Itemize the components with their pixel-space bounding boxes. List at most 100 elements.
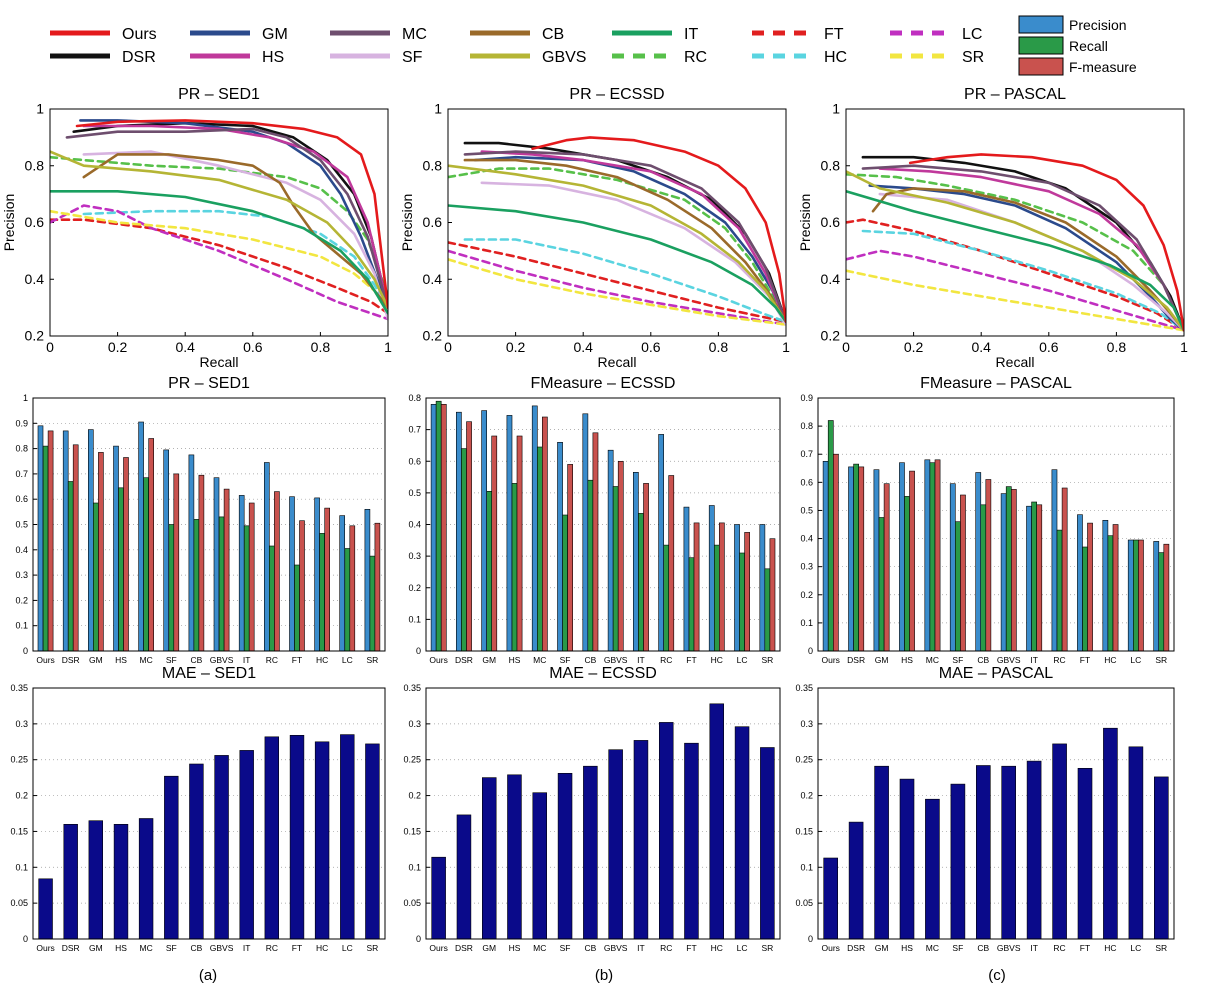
bar-precision-lc [734, 524, 740, 652]
x-tick-label: 0 [842, 339, 850, 355]
x-tick-label: FT [292, 943, 302, 953]
bar-precision-sf [557, 441, 563, 652]
chart-title: FMeasure – ECSSD [531, 375, 676, 392]
y-tick-label: 0.2 [408, 791, 421, 801]
bar-f-measure-dsr [466, 421, 472, 652]
series-line-it [448, 204, 786, 324]
bar-recall-ft [294, 564, 300, 652]
x-tick-label: 0.6 [641, 339, 661, 355]
legend-label-sf: SF [402, 49, 423, 66]
bar-f-measure-gm [98, 452, 104, 652]
bar-precision-sr [1153, 541, 1160, 652]
y-tick-label: 0.1 [15, 862, 28, 872]
legend-item-sr: SR [890, 49, 984, 66]
y-tick-label: 0.5 [408, 488, 421, 498]
y-tick-label: 0.1 [15, 621, 28, 631]
legend-label-hc: HC [824, 49, 847, 66]
legend-item-recall: Recall [1018, 36, 1108, 55]
bar-f-measure-sf [960, 494, 966, 652]
bar-f-measure-gm [491, 435, 498, 652]
x-tick-label: RC [266, 655, 278, 665]
x-tick-label: FT [686, 655, 696, 665]
y-tick-label: 1 [36, 101, 44, 117]
x-tick-label: CB [977, 943, 989, 953]
y-tick-label: 0.5 [15, 520, 28, 530]
series-line-ft [448, 241, 786, 324]
x-tick-label: Ours [429, 655, 447, 665]
x-tick-label: SF [560, 655, 571, 665]
x-tick-label: GM [482, 655, 496, 665]
bar-f-measure-hc [324, 507, 331, 652]
x-tick-label: SF [166, 655, 177, 665]
legend-item-f-measure: F-measure [1018, 57, 1137, 76]
x-tick-label: GBVS [997, 655, 1021, 665]
bar-recall-cb [587, 479, 594, 652]
bar-mae-gm [874, 765, 889, 940]
x-tick-label: MC [140, 943, 153, 953]
bar-f-measure-sr [769, 538, 776, 652]
bar-mae-hs [899, 778, 915, 940]
series-line-gbvs [50, 150, 388, 309]
bar-f-measure-mc [934, 459, 941, 652]
y-tick-label: 0.6 [423, 214, 443, 230]
legend-item-cb: CB [470, 26, 564, 43]
bar-f-measure-ours [47, 430, 54, 652]
x-tick-label: 0.6 [1039, 339, 1059, 355]
x-tick-label: GM [875, 655, 889, 665]
bar-recall-sf [954, 521, 961, 652]
x-tick-label: CB [191, 943, 203, 953]
bar-recall-it [243, 525, 250, 652]
bar-recall-ours [42, 445, 49, 652]
x-tick-label: SR [1155, 655, 1167, 665]
bar-precision-lc [1127, 539, 1134, 652]
x-tick-label: 0.4 [175, 339, 195, 355]
legend-item-gbvs: GBVS [470, 49, 586, 66]
legend-item-ours: Ours [50, 26, 157, 43]
bar-precision-ft [289, 496, 295, 652]
bar-recall-hc [713, 544, 720, 652]
bar-recall-hs [511, 483, 518, 652]
x-tick-label: Ours [429, 943, 447, 953]
series-group [846, 153, 1184, 332]
bar-f-measure-cb [198, 474, 205, 652]
x-tick-label: Ours [36, 655, 54, 665]
bar-mae-sr [365, 743, 380, 940]
bar-recall-lc [739, 552, 745, 652]
x-tick-label: GM [89, 655, 103, 665]
bar-precision-sf [163, 449, 169, 652]
y-tick-label: 0.35 [10, 683, 28, 693]
x-tick-label: LC [737, 943, 748, 953]
y-tick-label: 0.8 [25, 157, 45, 173]
bar-f-measure-mc [148, 438, 154, 652]
chart-fm-ecssd: FMeasure – ECSSD 0 0.1 0.2 0.3 0.4 0.5 0.6 0.7 0.… [408, 375, 781, 665]
series-line-ours [75, 119, 388, 309]
bar-f-measure-it [643, 483, 649, 652]
bar-mae-ft [1077, 767, 1093, 940]
bar-precision-cb [188, 454, 195, 652]
bar-recall-lc [1133, 539, 1139, 652]
bar-precision-hc [708, 505, 715, 652]
series-group [448, 136, 786, 326]
plot-frame [817, 687, 1175, 940]
x-tick-label: Ours [822, 655, 840, 665]
x-tick-label: 1 [384, 339, 392, 355]
bar-recall-gm [878, 517, 885, 652]
y-tick-label: 0.05 [403, 898, 421, 908]
legend-item-dsr: DSR [50, 49, 156, 66]
x-tick-label: GM [89, 943, 103, 953]
series-line-gm [473, 155, 786, 324]
x-tick-label: GM [875, 943, 889, 953]
y-tick-label: 0 [23, 934, 28, 944]
bar-f-measure-ft [693, 522, 700, 652]
chart-title: PR – ECSSD [569, 86, 664, 103]
legend-label-hs: HS [262, 49, 284, 66]
bar-mae-mc [138, 818, 154, 940]
x-tick-label: LC [1130, 943, 1141, 953]
series-line-hs [480, 150, 786, 324]
x-tick-label: LC [342, 943, 353, 953]
y-tick-label: 0 [808, 934, 813, 944]
y-tick-label: 0.8 [800, 421, 813, 431]
x-tick-label: GBVS [997, 943, 1021, 953]
bar-mae-mc [925, 798, 940, 940]
